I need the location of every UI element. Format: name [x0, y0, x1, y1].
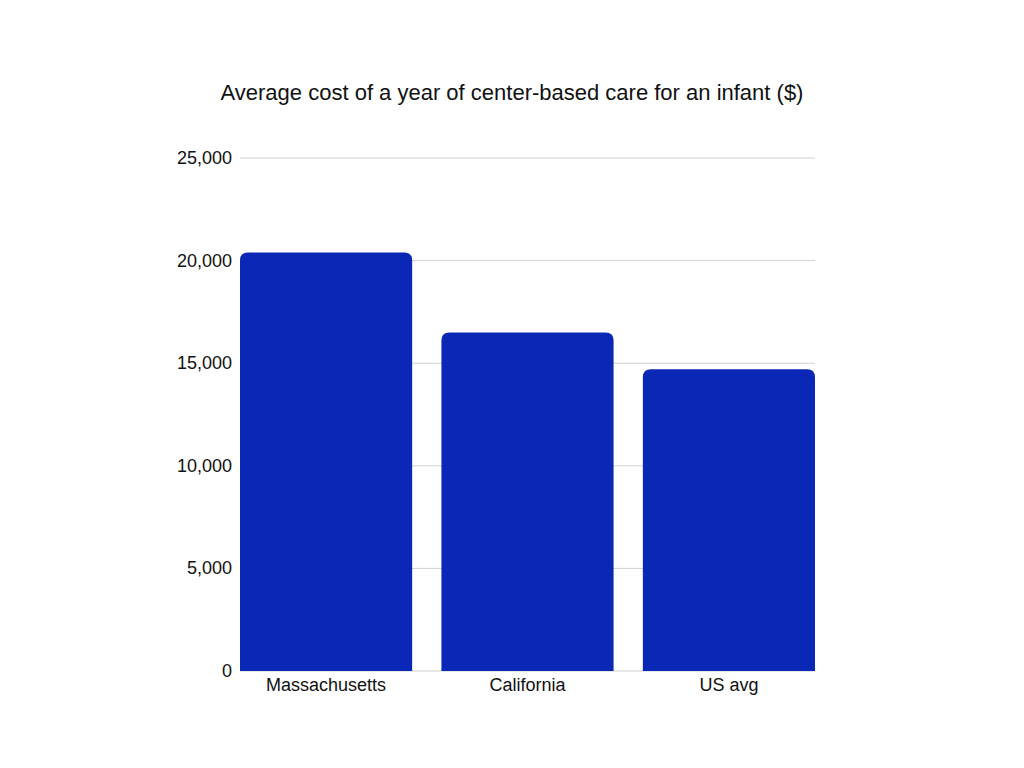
grid: [240, 158, 815, 671]
y-tick-label: 5,000: [187, 558, 232, 578]
chart-svg: Average cost of a year of center-based c…: [0, 0, 1024, 768]
chart-container: Average cost of a year of center-based c…: [0, 0, 1024, 768]
bar: [441, 332, 613, 671]
grid-line: [240, 158, 815, 159]
y-tick-label: 25,000: [177, 148, 232, 168]
y-tick-label: 15,000: [177, 353, 232, 373]
y-tick-label: 10,000: [177, 456, 232, 476]
x-tick-label: Massachusetts: [266, 675, 386, 695]
y-tick-label: 20,000: [177, 251, 232, 271]
x-tick-label: US avg: [699, 675, 758, 695]
bar: [240, 252, 412, 671]
y-tick-label: 0: [222, 661, 232, 681]
chart-title: Average cost of a year of center-based c…: [221, 80, 804, 105]
bar: [643, 369, 815, 671]
x-tick-label: California: [489, 675, 566, 695]
bars: [240, 252, 815, 671]
